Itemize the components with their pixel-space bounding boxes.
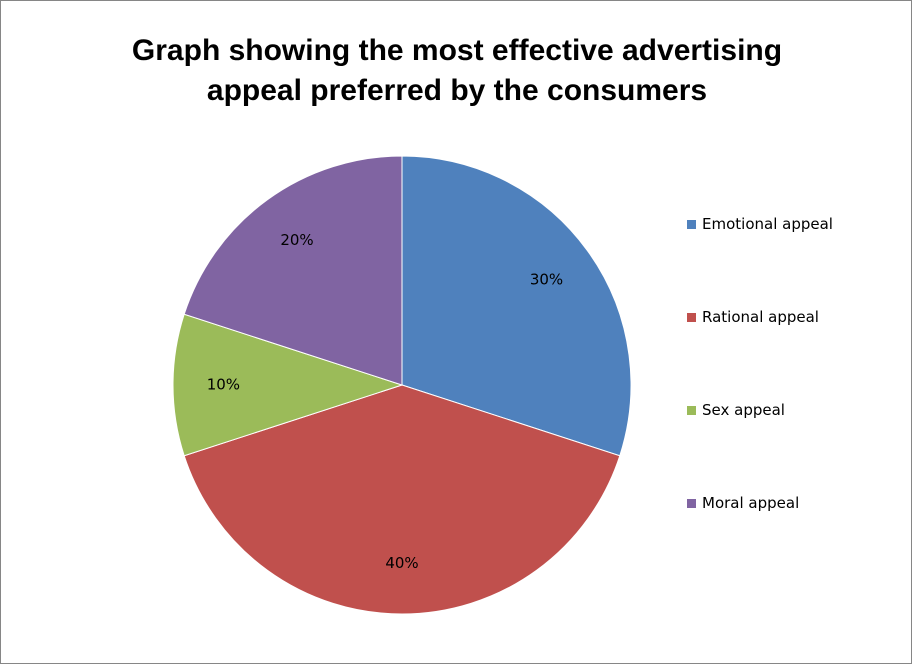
chart-title-line-1: Graph showing the most effective adverti…	[131, 34, 783, 67]
legend-label-moral: Moral appeal	[702, 494, 800, 512]
pie-data-labels: 30% 40% 10% 20%	[207, 231, 563, 572]
pie-slice-moral-appeal	[183, 155, 403, 386]
pie-slice-sex-appeal	[172, 313, 404, 457]
legend-swatch-moral	[687, 498, 696, 508]
data-label-rational-appeal: 40%	[385, 554, 418, 572]
legend-swatch-emotional	[687, 219, 696, 229]
pie-slice-rational-appeal	[183, 384, 621, 615]
legend-swatch-sex	[687, 405, 696, 415]
legend: Emotional appeal Rational appeal Sex app…	[687, 207, 833, 579]
chart-title-line-2: appeal preferred by the consumers	[206, 74, 708, 107]
legend-label-emotional: Emotional appeal	[702, 215, 833, 233]
legend-item-emotional: Emotional appeal	[687, 207, 833, 241]
data-label-moral-appeal: 20%	[280, 231, 313, 249]
data-label-sex-appeal: 10%	[207, 376, 240, 394]
legend-label-sex: Sex appeal	[702, 401, 785, 419]
legend-label-rational: Rational appeal	[702, 308, 819, 326]
pie-slices	[172, 155, 632, 615]
legend-item-rational: Rational appeal	[687, 300, 833, 334]
legend-swatch-rational	[687, 312, 696, 322]
legend-item-moral: Moral appeal	[687, 486, 833, 520]
chart-title: Graph showing the most effective adverti…	[1, 31, 912, 111]
legend-item-sex: Sex appeal	[687, 393, 833, 427]
data-label-emotional-appeal: 30%	[530, 271, 563, 289]
pie-slice-emotional-appeal	[401, 155, 632, 457]
